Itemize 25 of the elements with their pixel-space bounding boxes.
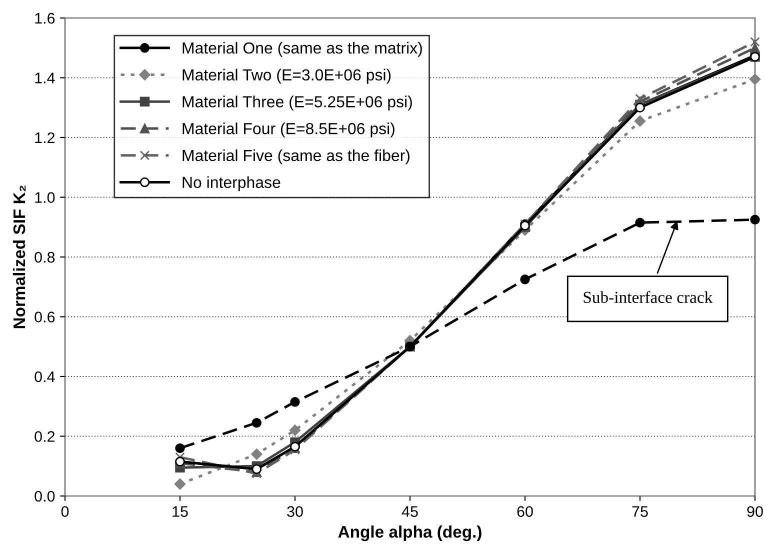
x-tick-label: 30 <box>287 506 303 517</box>
x-axis-title: Angle alpha (deg.) <box>338 526 482 542</box>
y-axis-title: Normalized SIF K₂ <box>12 186 26 328</box>
x-tick-label: 90 <box>747 506 763 517</box>
x-tick-label: 60 <box>517 506 533 517</box>
y-tick-label: 0.6 <box>34 312 55 322</box>
annotation: Sub-interface crack <box>584 291 713 303</box>
y-tick-label: 0.8 <box>34 252 55 263</box>
legend-label: Material Three (E=5.25E+06 psi) <box>182 96 412 111</box>
legend-label: No interphase <box>182 176 280 192</box>
x-tick-label: 15 <box>172 506 188 517</box>
y-tick-label: 0.0 <box>34 490 55 502</box>
y-tick-label: 1.6 <box>35 12 55 24</box>
legend-label: Material Two (E=3.0E+06 psi) <box>182 68 391 84</box>
y-tick-label: 1.0 <box>35 192 55 203</box>
x-tick-label: 75 <box>632 506 648 517</box>
legend-label: Material One (same as the matrix) <box>182 42 422 57</box>
y-tick-label: 1.2 <box>35 132 55 144</box>
x-tick-label: 0 <box>61 506 69 517</box>
x-tick-label: 45 <box>402 506 418 517</box>
y-tick-label: 0.4 <box>34 371 55 382</box>
legend-label: Material Four (E=8.5E+06 psi) <box>182 122 394 138</box>
y-tick-label: 0.2 <box>34 431 55 442</box>
y-tick-label: 1.4 <box>35 72 55 84</box>
legend-label: Material Five (same as the fiber) <box>182 149 410 164</box>
